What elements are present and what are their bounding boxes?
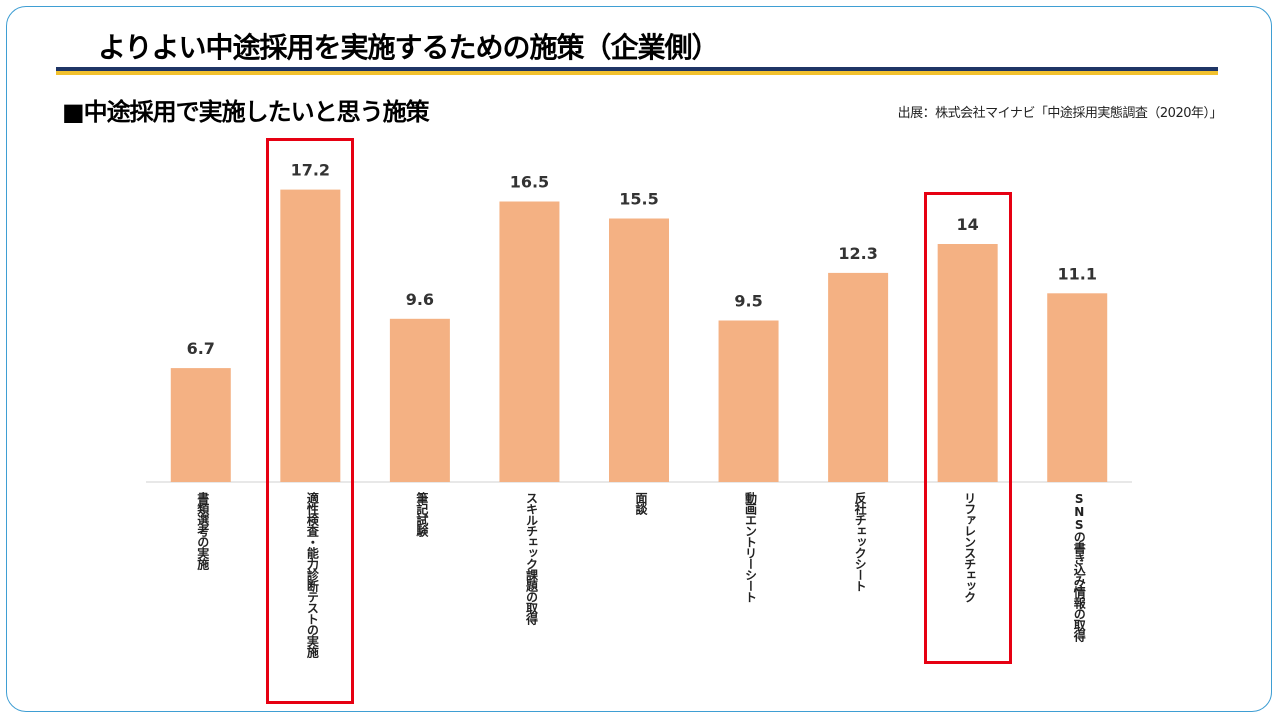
- bar-value-label: 9.6: [406, 290, 434, 309]
- bar-value-label: 14: [957, 215, 979, 234]
- slide-frame: [6, 6, 1272, 712]
- bar: [280, 189, 341, 482]
- bar: [499, 201, 560, 482]
- category-label: 面談: [634, 492, 648, 514]
- page-title: よりよい中途採用を実施するための施策（企業側）: [98, 31, 719, 64]
- bar: [1047, 293, 1108, 482]
- bar-value-label: 17.2: [291, 161, 330, 180]
- section-heading: ■中途採用で実施したいと思う施策: [62, 98, 430, 126]
- bar-value-label: 15.5: [619, 190, 658, 209]
- category-label: リファレンスチェック: [962, 492, 977, 602]
- bar: [170, 368, 231, 482]
- bar-value-label: 11.1: [1057, 264, 1096, 283]
- category-label: 書類選考の実施: [195, 492, 210, 569]
- bar-value-label: 12.3: [838, 244, 877, 263]
- title-rule-gold: [56, 71, 1218, 75]
- bar-value-label: 6.7: [187, 339, 215, 358]
- category-label: 筆記試験: [414, 492, 429, 536]
- bar: [937, 244, 998, 482]
- bar: [609, 218, 669, 482]
- bar: [389, 318, 450, 482]
- bar-value-label: 9.5: [734, 292, 762, 311]
- category-label: 反社チェックシート: [853, 492, 868, 591]
- source-note: 出展：株式会社マイナビ「中途採用実態調査（2020年）」: [897, 106, 1223, 121]
- title-rule-navy: [56, 67, 1218, 71]
- category-label: 動画エントリーシート: [743, 492, 758, 602]
- highlight-box: [923, 192, 1012, 664]
- highlight-box: [266, 137, 355, 704]
- category-label: 適性検査・能力診断テストの実施: [305, 492, 320, 657]
- bar: [718, 320, 779, 482]
- bar-value-label: 16.5: [510, 173, 549, 192]
- category-label: スキルチェック課題の取得: [524, 492, 539, 624]
- category-label: SNSの書き込み情報の取得: [1072, 492, 1087, 641]
- bar: [828, 272, 889, 482]
